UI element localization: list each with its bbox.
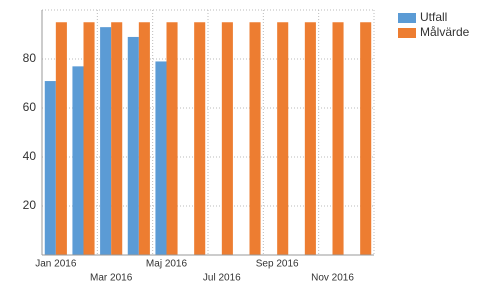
bar: [249, 22, 261, 255]
bar: [360, 22, 372, 255]
bar: [44, 81, 56, 255]
bar: [83, 22, 95, 255]
x-tick-label: Maj 2016: [146, 259, 188, 270]
bar: [138, 22, 150, 255]
legend-swatch: [398, 28, 416, 38]
x-tick-label: Mar 2016: [90, 273, 133, 284]
x-tick-label: Jul 2016: [203, 273, 241, 284]
bar: [72, 66, 84, 255]
bar: [155, 61, 167, 256]
bar: [332, 22, 344, 255]
y-tick-label: 80: [23, 51, 37, 65]
bar: [194, 22, 206, 255]
legend-label: Målvärde: [420, 25, 470, 39]
legend-label: Utfall: [420, 10, 447, 24]
y-tick-label: 20: [23, 198, 37, 212]
x-tick-label: Sep 2016: [256, 259, 299, 270]
bar: [277, 22, 289, 255]
bar: [304, 22, 316, 255]
y-tick-label: 60: [23, 100, 37, 114]
x-tick-label: Jan 2016: [35, 259, 77, 270]
bar: [166, 22, 178, 255]
bar: [111, 22, 123, 255]
bar: [55, 22, 67, 255]
x-tick-label: Nov 2016: [311, 273, 354, 284]
bar: [100, 27, 112, 256]
bar: [221, 22, 233, 255]
y-tick-label: 40: [23, 149, 37, 163]
bar: [127, 36, 139, 256]
legend-swatch: [398, 13, 416, 23]
